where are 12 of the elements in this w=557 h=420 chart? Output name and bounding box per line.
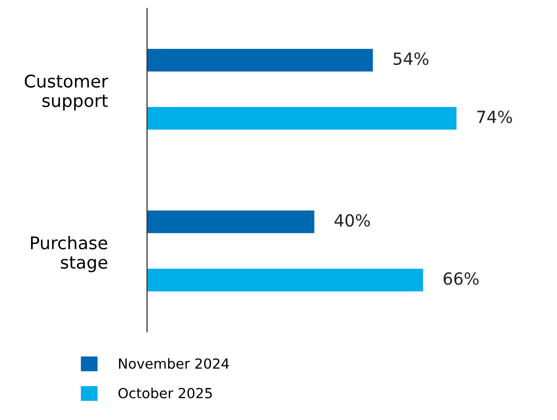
data-label: 40% — [334, 214, 370, 227]
data-label: 54% — [394, 52, 428, 65]
legend-label: November 2024 — [119, 358, 229, 369]
y-tick-label: Customer support — [24, 74, 108, 110]
y-tick-label: Purchase stage — [31, 236, 108, 272]
data-label: 74% — [477, 110, 512, 124]
bar — [147, 48, 373, 72]
bar — [147, 268, 424, 292]
legend-label: October 2025 — [118, 388, 212, 398]
bar — [147, 107, 456, 130]
data-label: 66% — [444, 272, 479, 285]
bar — [147, 210, 314, 234]
